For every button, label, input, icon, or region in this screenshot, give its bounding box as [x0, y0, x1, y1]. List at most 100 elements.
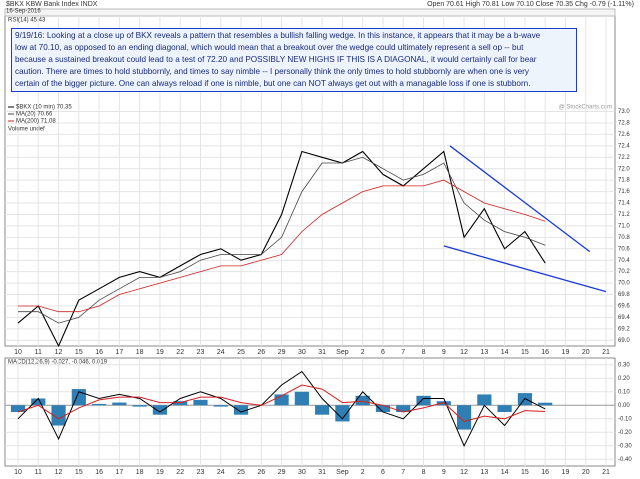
- x-tick-label: 19: [156, 349, 164, 356]
- y-tick-label: 69.6: [618, 304, 630, 310]
- x-tick-label: 6: [381, 469, 385, 476]
- x-tick-label: 19: [562, 349, 570, 356]
- y-tick-label: 72.2: [618, 155, 630, 161]
- macd-histogram-bar: [497, 405, 512, 412]
- macd-histogram-bar: [92, 403, 107, 406]
- x-tick-label: 2: [361, 469, 365, 476]
- x-tick-label: 13: [480, 469, 488, 476]
- y-tick-label: 72.4: [618, 143, 630, 149]
- series-line: [18, 179, 546, 313]
- legend-label: $BKX (10 min) 70.35: [16, 105, 72, 111]
- y-tick-label: -0.20: [618, 430, 632, 436]
- x-tick-label: 9: [442, 349, 446, 356]
- x-tick-label: 16: [95, 469, 103, 476]
- x-tick-label: Sep: [336, 469, 349, 476]
- chart-title: $BKX KBW Bank Index INDX: [6, 1, 98, 8]
- x-tick-label: 15: [75, 349, 83, 356]
- macd-panel: [4, 357, 616, 467]
- macd-histogram-bar: [294, 391, 309, 406]
- date: 16-Sep-2016: [6, 9, 41, 15]
- x-tick-label: 20: [582, 349, 590, 356]
- x-tick-label: 17: [115, 469, 123, 476]
- x-tick-label: 9: [442, 469, 446, 476]
- y-tick-label: 69.2: [618, 326, 630, 332]
- x-tick-label: 23: [197, 469, 205, 476]
- macd-histogram-bar: [456, 405, 472, 430]
- macd-histogram-bar: [335, 405, 350, 422]
- series-line: [17, 150, 546, 348]
- macd-histogram-bar: [112, 402, 127, 406]
- series-line: [17, 384, 546, 422]
- x-tick-label: 18: [136, 349, 144, 356]
- x-tick-label: 16: [95, 349, 103, 356]
- x-tick-label: 2: [361, 349, 365, 356]
- y-tick-label: -0.40: [618, 457, 632, 463]
- macd-histogram-bar: [51, 405, 66, 426]
- macd-histogram-bar: [477, 394, 492, 406]
- volume-label: Volume undef: [8, 127, 45, 133]
- rsi-panel: [4, 8, 616, 17]
- y-tick-label: 0.20: [618, 376, 630, 382]
- series-line: [17, 370, 546, 447]
- x-tick-label: 21: [602, 469, 610, 476]
- macd-histogram-bar: [132, 405, 147, 407]
- y-tick-label: 71.8: [618, 178, 630, 184]
- y-tick-label: -0.30: [618, 443, 632, 449]
- macd-histogram-bar: [233, 405, 249, 415]
- macd-histogram-bar: [274, 394, 289, 406]
- y-tick-label: 0.10: [618, 389, 630, 395]
- y-tick-label: 69.4: [618, 315, 630, 321]
- macd-histogram-bar: [538, 402, 553, 406]
- macd-histogram-bar: [10, 405, 26, 412]
- series-line: [18, 156, 546, 324]
- x-tick-label: 7: [401, 469, 405, 476]
- y-tick-label: 73.0: [618, 109, 630, 115]
- y-tick-label: 72.8: [618, 121, 630, 127]
- x-tick-label: 31: [318, 469, 326, 476]
- annotation-box: 9/19/16: Looking at a close up of BKX re…: [11, 28, 577, 92]
- x-tick-label: 25: [237, 469, 245, 476]
- x-tick-label: 15: [521, 469, 529, 476]
- x-tick-label: 12: [55, 469, 63, 476]
- x-tick-label: 15: [521, 349, 529, 356]
- x-tick-label: 30: [298, 349, 306, 356]
- y-tick-label: 71.6: [618, 189, 630, 195]
- x-tick-label: 22: [176, 469, 184, 476]
- x-tick-label: 12: [55, 349, 63, 356]
- x-tick-label: 22: [176, 349, 184, 356]
- x-tick-label: 19: [562, 469, 570, 476]
- trendline: [443, 245, 607, 293]
- trendline: [449, 145, 591, 253]
- y-tick-label: 72.0: [618, 166, 630, 172]
- x-tick-label: 7: [401, 349, 405, 356]
- y-tick-label: 70.0: [618, 281, 630, 287]
- macd-histogram-bar: [396, 405, 411, 412]
- legend-label: MA(200) 71.08: [16, 119, 56, 125]
- macd-histogram-bar: [416, 395, 431, 406]
- y-tick-label: 69.0: [618, 338, 630, 344]
- x-tick-label: 10: [14, 349, 22, 356]
- annotation-line: because a sustained breakout could lead …: [15, 55, 537, 64]
- x-tick-label: Sep: [336, 349, 349, 356]
- y-tick-label: 70.8: [618, 235, 630, 241]
- x-tick-label: 10: [14, 469, 22, 476]
- x-tick-label: 8: [422, 469, 426, 476]
- x-tick-label: 20: [582, 469, 590, 476]
- y-tick-label: 70.2: [618, 269, 630, 275]
- y-tick-label: 71.2: [618, 212, 630, 218]
- y-tick-label: 69.8: [618, 292, 630, 298]
- x-tick-label: 8: [422, 349, 426, 356]
- macd-histogram-bar: [152, 405, 168, 415]
- y-tick-label: 0.30: [618, 362, 630, 368]
- x-tick-label: 6: [381, 349, 385, 356]
- macd-histogram-bar: [375, 405, 391, 412]
- x-tick-label: 13: [480, 349, 488, 356]
- x-tick-label: 29: [278, 349, 286, 356]
- y-tick-label: -0.10: [618, 416, 632, 422]
- annotation-line: 9/19/16: Looking at a close up of BKX re…: [15, 31, 541, 40]
- x-tick-label: 19: [156, 469, 164, 476]
- x-tick-label: 25: [237, 349, 245, 356]
- y-tick-label: 70.6: [618, 246, 630, 252]
- x-tick-label: 14: [501, 469, 509, 476]
